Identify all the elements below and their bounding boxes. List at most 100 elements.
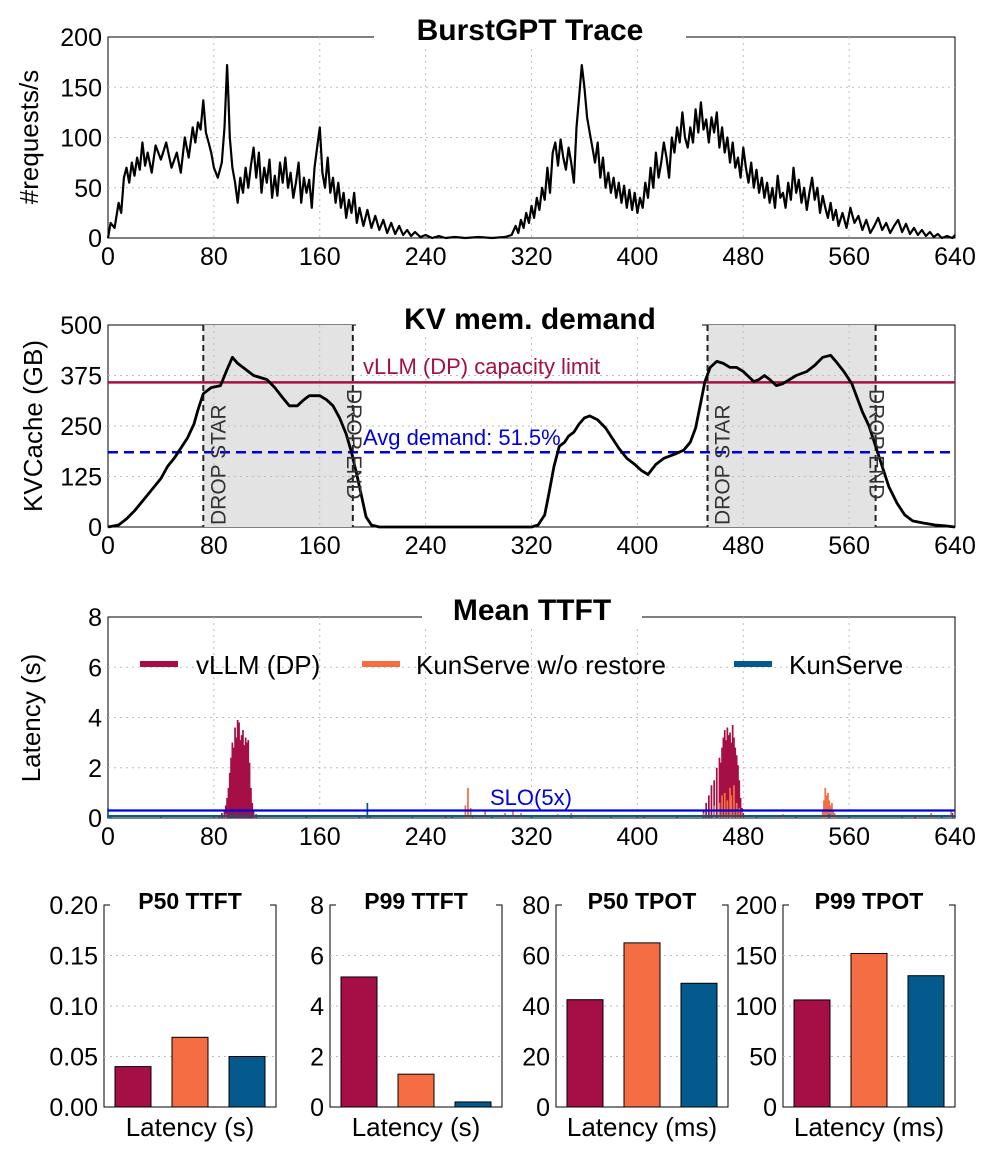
percentile-bar (793, 999, 831, 1108)
ttft-y-ticks: 0 2 4 6 8 (88, 604, 102, 833)
y-tick-label: 0 (88, 225, 102, 253)
kv-title-bg (356, 302, 702, 336)
x-tick-label: 240 (405, 243, 447, 271)
y-tick-label: 200 (735, 892, 777, 920)
y-tick-label: 80 (522, 892, 550, 920)
y-tick-label: 500 (60, 312, 102, 340)
ttft-bar (719, 762, 722, 818)
ttft-bar (244, 737, 247, 818)
percentile-title: P50 TPOT (588, 888, 697, 914)
y-tick-label: 50 (74, 175, 102, 203)
y-tick-label: 6 (88, 654, 102, 682)
percentile-title: P99 TTFT (364, 888, 468, 914)
ttft-title-bg (422, 594, 642, 628)
ttft-bar (730, 795, 733, 818)
trace-x-ticks: 0 80 160 240 320 400 480 560 640 (101, 243, 976, 271)
ttft-bar (469, 808, 472, 818)
ttft-bar (821, 810, 824, 818)
percentile-bar (114, 1066, 152, 1108)
x-tick-label: 560 (828, 532, 870, 560)
ttft-bar (248, 762, 251, 818)
x-tick-label: 80 (200, 532, 228, 560)
capacity-limit-label: vLLM (DP) capacity limit (363, 354, 600, 379)
ttft-bar (828, 800, 831, 818)
percentile-bar (397, 1073, 435, 1108)
kv-drop-labels: DROP STAR DROP END DROP STAR DROP END (207, 389, 887, 525)
ttft-bar (730, 742, 733, 818)
kv-grid (108, 325, 955, 527)
ttft-bar (823, 800, 825, 818)
y-tick-label: 200 (60, 24, 102, 52)
percentile-x-label: Latency (ms) (567, 1112, 717, 1142)
y-tick-label: 100 (735, 993, 777, 1021)
trace-title-bg (374, 14, 686, 48)
ttft-bar (729, 787, 731, 818)
ttft-bar (734, 747, 737, 818)
x-tick-label: 480 (722, 823, 764, 851)
ttft-bar (246, 742, 248, 818)
ttft-bar (708, 795, 710, 818)
percentile-x-label: Latency (s) (126, 1112, 255, 1142)
ttft-bar (238, 722, 240, 818)
y-tick-label: 8 (310, 892, 324, 920)
ttft-bar (240, 735, 243, 818)
ttft-bar (224, 805, 227, 818)
ttft-bar (741, 810, 743, 818)
x-tick-label: 560 (828, 823, 870, 851)
percentile-bar (566, 999, 604, 1108)
x-tick-label: 400 (617, 243, 659, 271)
x-tick-label: 320 (511, 532, 553, 560)
ttft-x-ticks: 0 80 160 240 320 400 480 560 640 (101, 823, 976, 851)
legend-label-kunserve: KunServe (789, 650, 903, 680)
percentile-x-label: Latency (ms) (794, 1112, 944, 1142)
ttft-bar (733, 737, 735, 818)
y-tick-label: 20 (522, 1044, 550, 1072)
ttft-bar (723, 730, 726, 818)
ttft-bar (231, 742, 234, 818)
ttft-legend: vLLM (DP) KunServe w/o restore KunServe (140, 650, 903, 680)
ttft-bar (738, 780, 741, 818)
ttft-bar (227, 787, 230, 818)
x-tick-label: 160 (299, 243, 341, 271)
ttft-bar (713, 780, 716, 818)
y-tick-label: 40 (522, 993, 550, 1021)
x-tick-label: 320 (511, 243, 553, 271)
ttft-bar (829, 805, 832, 818)
x-tick-label: 240 (405, 823, 447, 851)
y-tick-label: 0.05 (49, 1044, 98, 1072)
y-tick-label: 8 (88, 604, 102, 632)
ttft-bar (950, 811, 952, 818)
ttft-bar (721, 795, 723, 818)
ttft-bar (725, 740, 727, 818)
ttft-panel: 0 2 4 6 8 0 80 160 240 320 400 480 560 640 SLO(5x) v… (16, 594, 976, 851)
ttft-bar (252, 810, 255, 818)
trace-line (106, 63, 956, 240)
kv-demand-line (107, 353, 956, 529)
drop-start-label: DROP STAR (712, 404, 735, 525)
y-tick-label: 100 (60, 125, 102, 153)
percentile-bar (907, 975, 945, 1108)
ttft-bar (250, 787, 252, 818)
percentile-chart-p99ttft: 0 2 4 6 8 P99 TTFT Latency (s) (310, 881, 503, 1142)
ttft-bar (226, 797, 228, 818)
legend-label-kunserve-wo-restore: KunServe w/o restore (416, 650, 666, 680)
percentile-bar (680, 982, 718, 1108)
kv-x-ticks: 0 80 160 240 320 400 480 560 640 (101, 532, 976, 560)
x-tick-label: 0 (101, 243, 115, 271)
ttft-bar (232, 747, 235, 818)
drop-end-label: DROP END (342, 389, 365, 499)
ttft-bar (731, 725, 734, 818)
ttft-bar (738, 808, 741, 818)
trace-title: BurstGPT Trace (417, 14, 644, 47)
ttft-bar (467, 787, 469, 818)
percentile-bar (850, 952, 888, 1108)
x-tick-label: 240 (405, 532, 447, 560)
trace-panel: 0 50 100 150 200 0 80 160 240 320 400 480 560 640 Bu… (14, 14, 976, 271)
kv-panel: 0 125 250 375 500 0 80 160 240 320 400 480 560 640 D… (18, 302, 976, 560)
drop-start-label: DROP STAR (207, 404, 230, 525)
legend-label-vllm: vLLM (DP) (196, 650, 320, 680)
x-tick-label: 0 (101, 532, 115, 560)
percentile-bar (228, 1056, 266, 1108)
